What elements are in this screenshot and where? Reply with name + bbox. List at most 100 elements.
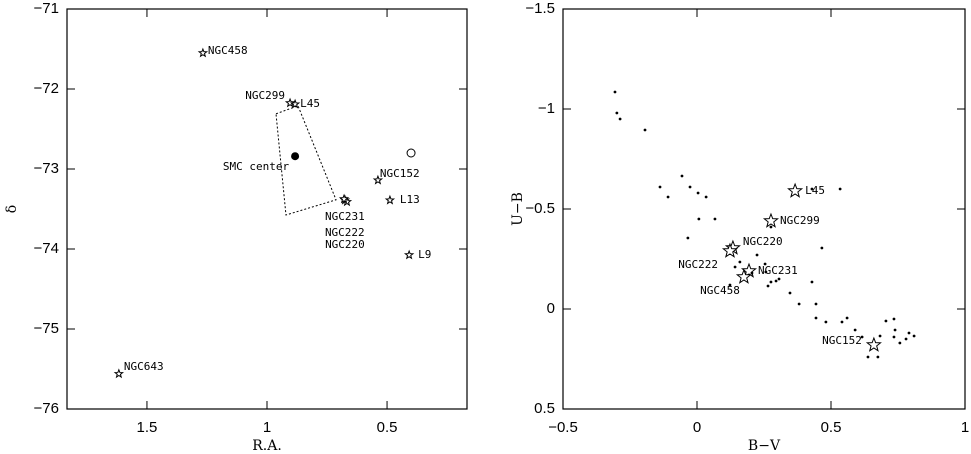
y-tick-label: −1	[538, 100, 555, 117]
star-marker	[372, 174, 384, 185]
y-tick-label: −75	[34, 320, 59, 337]
y-tick-label: −1.5	[525, 0, 555, 17]
point-label: L45	[805, 184, 825, 197]
y-tick-label: −71	[34, 0, 59, 17]
x-tick-label: 0.5	[377, 419, 398, 436]
dot-marker	[788, 291, 792, 295]
dot-marker	[777, 277, 781, 281]
filled-marker	[291, 152, 300, 161]
dot-marker	[713, 217, 717, 221]
y-axis-label: U−B	[510, 192, 526, 226]
dot-marker	[618, 117, 622, 121]
dot-marker	[907, 331, 911, 335]
dot-marker	[755, 253, 759, 257]
point-label: NGC152	[822, 334, 862, 347]
dot-marker	[680, 174, 684, 178]
dot-marker	[845, 316, 849, 320]
dot-marker	[750, 271, 754, 275]
dot-marker	[615, 111, 619, 115]
dot-marker	[666, 195, 670, 199]
dot-marker	[892, 317, 896, 321]
x-tick-label: 1.5	[137, 419, 158, 436]
point-label: L45	[300, 97, 320, 110]
dot-marker	[814, 302, 818, 306]
star-marker	[284, 97, 296, 108]
star-marker	[403, 249, 415, 260]
dot-marker	[774, 279, 778, 283]
dot-marker	[814, 316, 818, 320]
dot-marker	[769, 280, 773, 284]
dot-marker	[733, 265, 737, 269]
dot-marker	[898, 341, 902, 345]
dot-marker	[810, 280, 814, 284]
dot-marker	[912, 334, 916, 338]
x-tick-label: 1	[263, 419, 271, 436]
dot-marker	[738, 260, 742, 264]
x-tick-label: −0.5	[548, 419, 578, 436]
star-marker	[865, 336, 882, 352]
star-marker	[384, 194, 396, 205]
y-axis-label: δ	[4, 205, 20, 213]
dot-marker	[838, 187, 842, 191]
star-marker	[338, 193, 350, 204]
open-marker	[406, 148, 416, 158]
y-tick-label: 0.5	[534, 400, 555, 417]
y-tick-label: 0	[547, 300, 555, 317]
y-tick-label: −73	[34, 160, 59, 177]
y-tick-label: −76	[34, 400, 59, 417]
dot-marker	[643, 128, 647, 132]
dot-marker	[878, 334, 882, 338]
dot-marker	[688, 185, 692, 189]
point-label: NGC152	[380, 167, 420, 180]
dot-marker	[904, 337, 908, 341]
dot-marker	[613, 90, 617, 94]
dot-marker	[824, 320, 828, 324]
dot-marker	[810, 187, 814, 191]
point-label: NGC222	[325, 226, 365, 239]
dot-marker	[892, 335, 896, 339]
point-label: NGC299	[245, 89, 285, 102]
dot-marker	[884, 319, 888, 323]
dot-marker	[876, 355, 880, 359]
x-tick-label: 0.5	[821, 419, 842, 436]
dot-marker	[728, 283, 732, 287]
dot-marker	[766, 284, 770, 288]
plot-frame	[562, 8, 966, 410]
dot-marker	[686, 236, 690, 240]
point-label: NGC299	[780, 214, 820, 227]
star-marker	[735, 268, 752, 284]
star-marker	[787, 182, 804, 198]
dot-marker	[853, 328, 857, 332]
point-label: SMC center	[223, 160, 290, 173]
point-label: NGC222	[678, 258, 718, 271]
dot-marker	[658, 185, 662, 189]
star-marker	[762, 212, 779, 228]
dot-marker	[697, 217, 701, 221]
dot-marker	[769, 225, 773, 229]
y-tick-label: −72	[34, 80, 59, 97]
dot-marker	[704, 195, 708, 199]
x-axis-label: R.A.	[252, 438, 282, 454]
dot-marker	[820, 246, 824, 250]
dot-marker	[763, 262, 767, 266]
x-tick-label: 0	[693, 419, 701, 436]
dot-marker	[866, 355, 870, 359]
point-label: L13	[400, 193, 420, 206]
dot-marker	[893, 328, 897, 332]
region-outline	[275, 105, 337, 216]
point-label: NGC231	[758, 264, 798, 277]
point-label: NGC220	[743, 235, 783, 248]
point-label: NGC643	[124, 360, 164, 373]
x-tick-label: 1	[961, 419, 969, 436]
point-label: NGC458	[208, 44, 248, 57]
dot-marker	[840, 320, 844, 324]
point-label: L9	[418, 248, 431, 261]
dot-marker	[764, 270, 768, 274]
star-marker	[113, 368, 125, 379]
star-marker	[740, 262, 758, 278]
dot-marker	[860, 335, 864, 339]
y-tick-label: −74	[34, 240, 59, 257]
dot-marker	[696, 191, 700, 195]
point-label: NGC220	[325, 238, 365, 251]
